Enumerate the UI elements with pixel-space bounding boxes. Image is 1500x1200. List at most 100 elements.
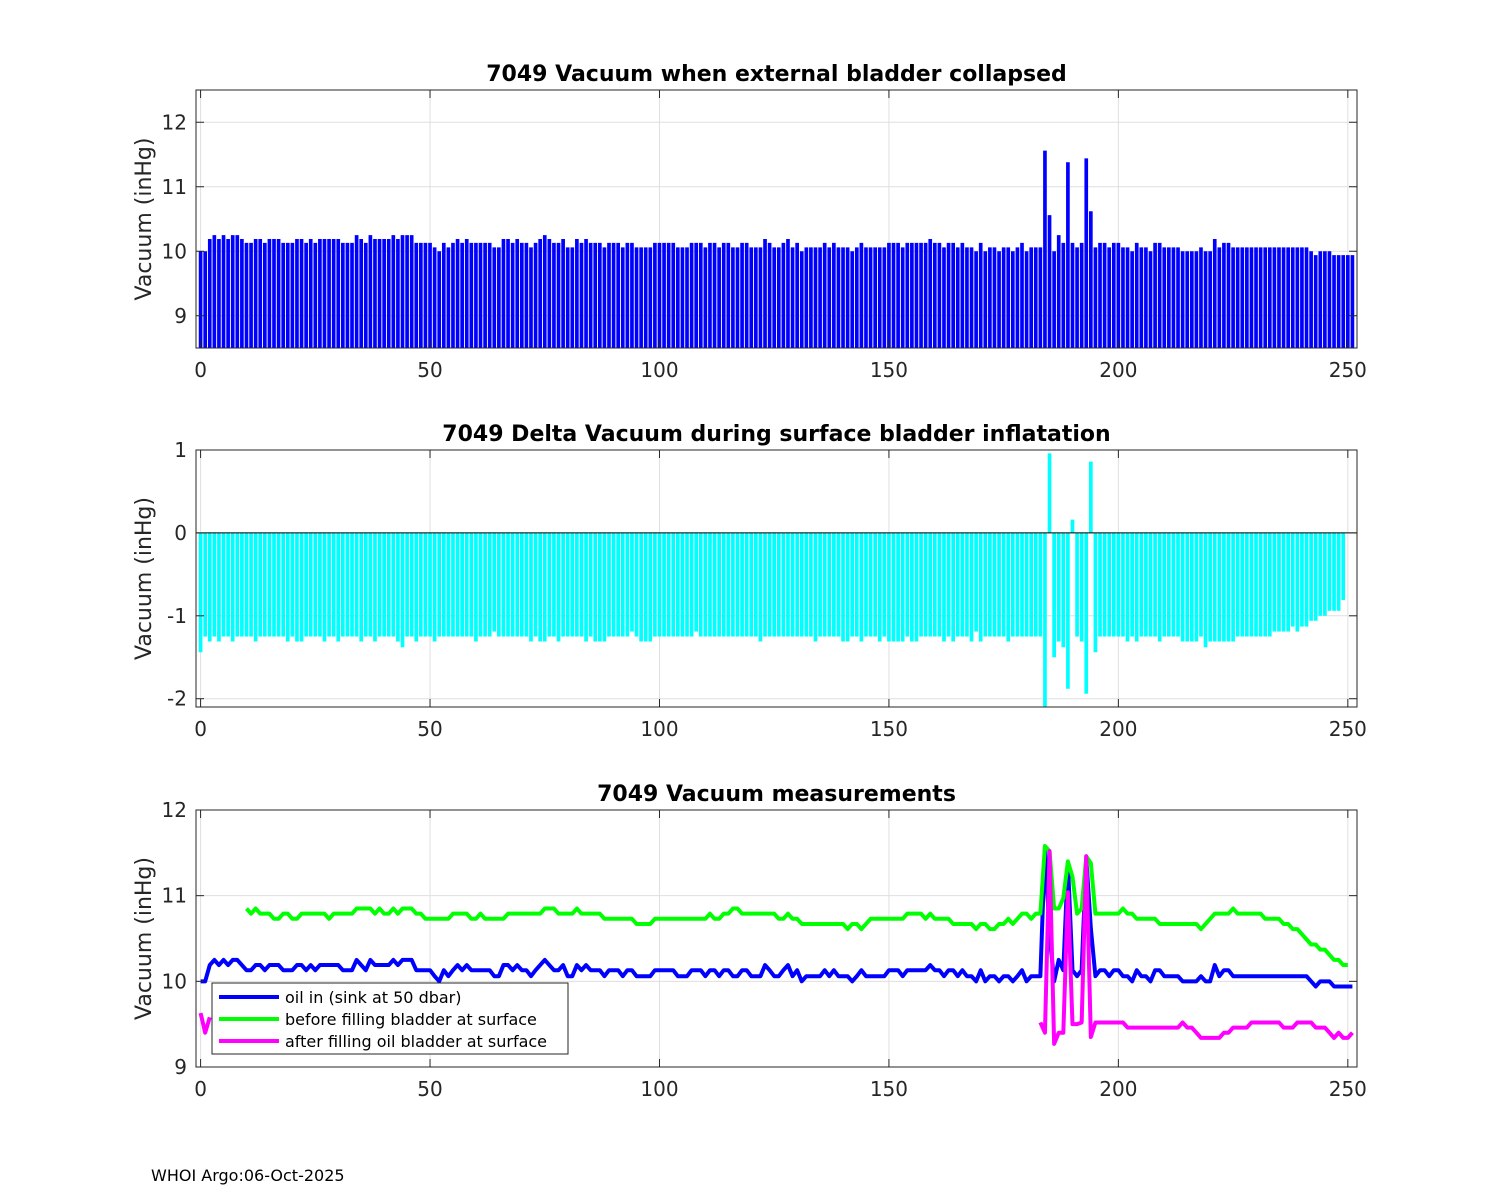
x-tick-label: 100: [640, 717, 678, 741]
y-tick-label: 12: [162, 798, 187, 822]
bar: [887, 242, 891, 348]
bar: [1098, 532, 1102, 637]
bar: [272, 532, 276, 637]
bar: [552, 242, 556, 348]
bar: [1203, 532, 1208, 648]
bar: [501, 238, 506, 348]
bar: [230, 532, 235, 642]
bar: [1336, 532, 1341, 611]
bar: [790, 532, 795, 637]
bar: [207, 532, 212, 642]
plot-content: [196, 453, 1357, 707]
bar: [877, 532, 882, 642]
bar: [1056, 532, 1061, 642]
x-tick-label: 0: [194, 717, 207, 741]
bar: [198, 532, 203, 653]
bar: [221, 235, 226, 348]
bar: [1171, 532, 1176, 637]
bar: [1341, 255, 1346, 348]
bar: [451, 242, 455, 348]
bar: [827, 247, 832, 348]
bar: [295, 238, 299, 348]
bar: [1300, 247, 1304, 348]
bar: [997, 532, 1001, 637]
series-line: [200, 845, 1353, 989]
bar: [212, 532, 217, 637]
bar: [932, 242, 937, 348]
y-tick-label: 10: [162, 239, 187, 263]
bar: [318, 532, 322, 637]
bar: [533, 532, 538, 637]
bar: [983, 532, 988, 637]
bar: [1125, 247, 1130, 348]
bar: [432, 532, 437, 642]
bar: [1111, 532, 1116, 637]
bar: [1153, 532, 1157, 637]
x-tick-label: 250: [1329, 1077, 1367, 1101]
x-tick-label: 200: [1099, 1077, 1137, 1101]
bar: [772, 532, 777, 637]
bar: [712, 532, 717, 637]
bar: [671, 242, 676, 348]
bar: [1148, 532, 1153, 637]
bar: [276, 532, 281, 637]
bar: [400, 235, 405, 348]
bar: [928, 238, 933, 348]
bar: [400, 532, 405, 648]
bar: [1139, 532, 1144, 637]
bar: [960, 532, 965, 637]
y-axis-label: Vacuum (inHg): [132, 857, 157, 1020]
bar: [832, 532, 836, 637]
bar: [1157, 532, 1162, 642]
bar: [602, 532, 607, 642]
plot-content: [0, 150, 1355, 348]
bar: [575, 238, 579, 348]
bar: [1052, 251, 1056, 348]
bar: [460, 242, 464, 348]
bar: [409, 532, 414, 637]
bar: [1020, 242, 1024, 348]
bar: [299, 532, 304, 642]
bar: [0, 255, 4, 348]
bar: [565, 532, 570, 637]
bar: [487, 532, 492, 637]
bar: [1309, 532, 1313, 621]
bar: [1295, 247, 1300, 348]
bar: [611, 532, 616, 637]
bar: [937, 532, 942, 637]
bar: [1153, 242, 1157, 348]
bar: [506, 238, 510, 348]
bar: [464, 238, 469, 348]
bar: [1185, 532, 1190, 642]
bar: [845, 532, 850, 642]
bar: [818, 532, 822, 637]
bar: [607, 532, 611, 637]
bar: [868, 532, 873, 637]
bar: [313, 242, 318, 348]
bar: [854, 532, 859, 637]
bar: [1332, 255, 1336, 348]
bar: [900, 247, 905, 348]
bar: [1258, 532, 1263, 637]
bar: [735, 247, 740, 348]
bar: [1144, 247, 1148, 348]
bar: [822, 242, 827, 348]
bar: [735, 532, 740, 637]
bar: [965, 532, 969, 637]
bar: [1208, 532, 1212, 642]
bar: [1134, 532, 1139, 642]
bar: [487, 242, 492, 348]
bar: [1194, 532, 1199, 642]
bar: [1167, 247, 1171, 348]
bar: [630, 242, 634, 348]
bar: [285, 242, 290, 348]
y-axis-label: Vacuum (inHg): [132, 138, 157, 301]
x-tick-label: 0: [194, 1077, 207, 1101]
bar: [547, 238, 552, 348]
bar: [694, 242, 699, 348]
bar: [240, 238, 244, 348]
bar: [1079, 532, 1084, 642]
bar: [942, 532, 946, 642]
bar: [1240, 247, 1245, 348]
bar: [1199, 247, 1203, 348]
